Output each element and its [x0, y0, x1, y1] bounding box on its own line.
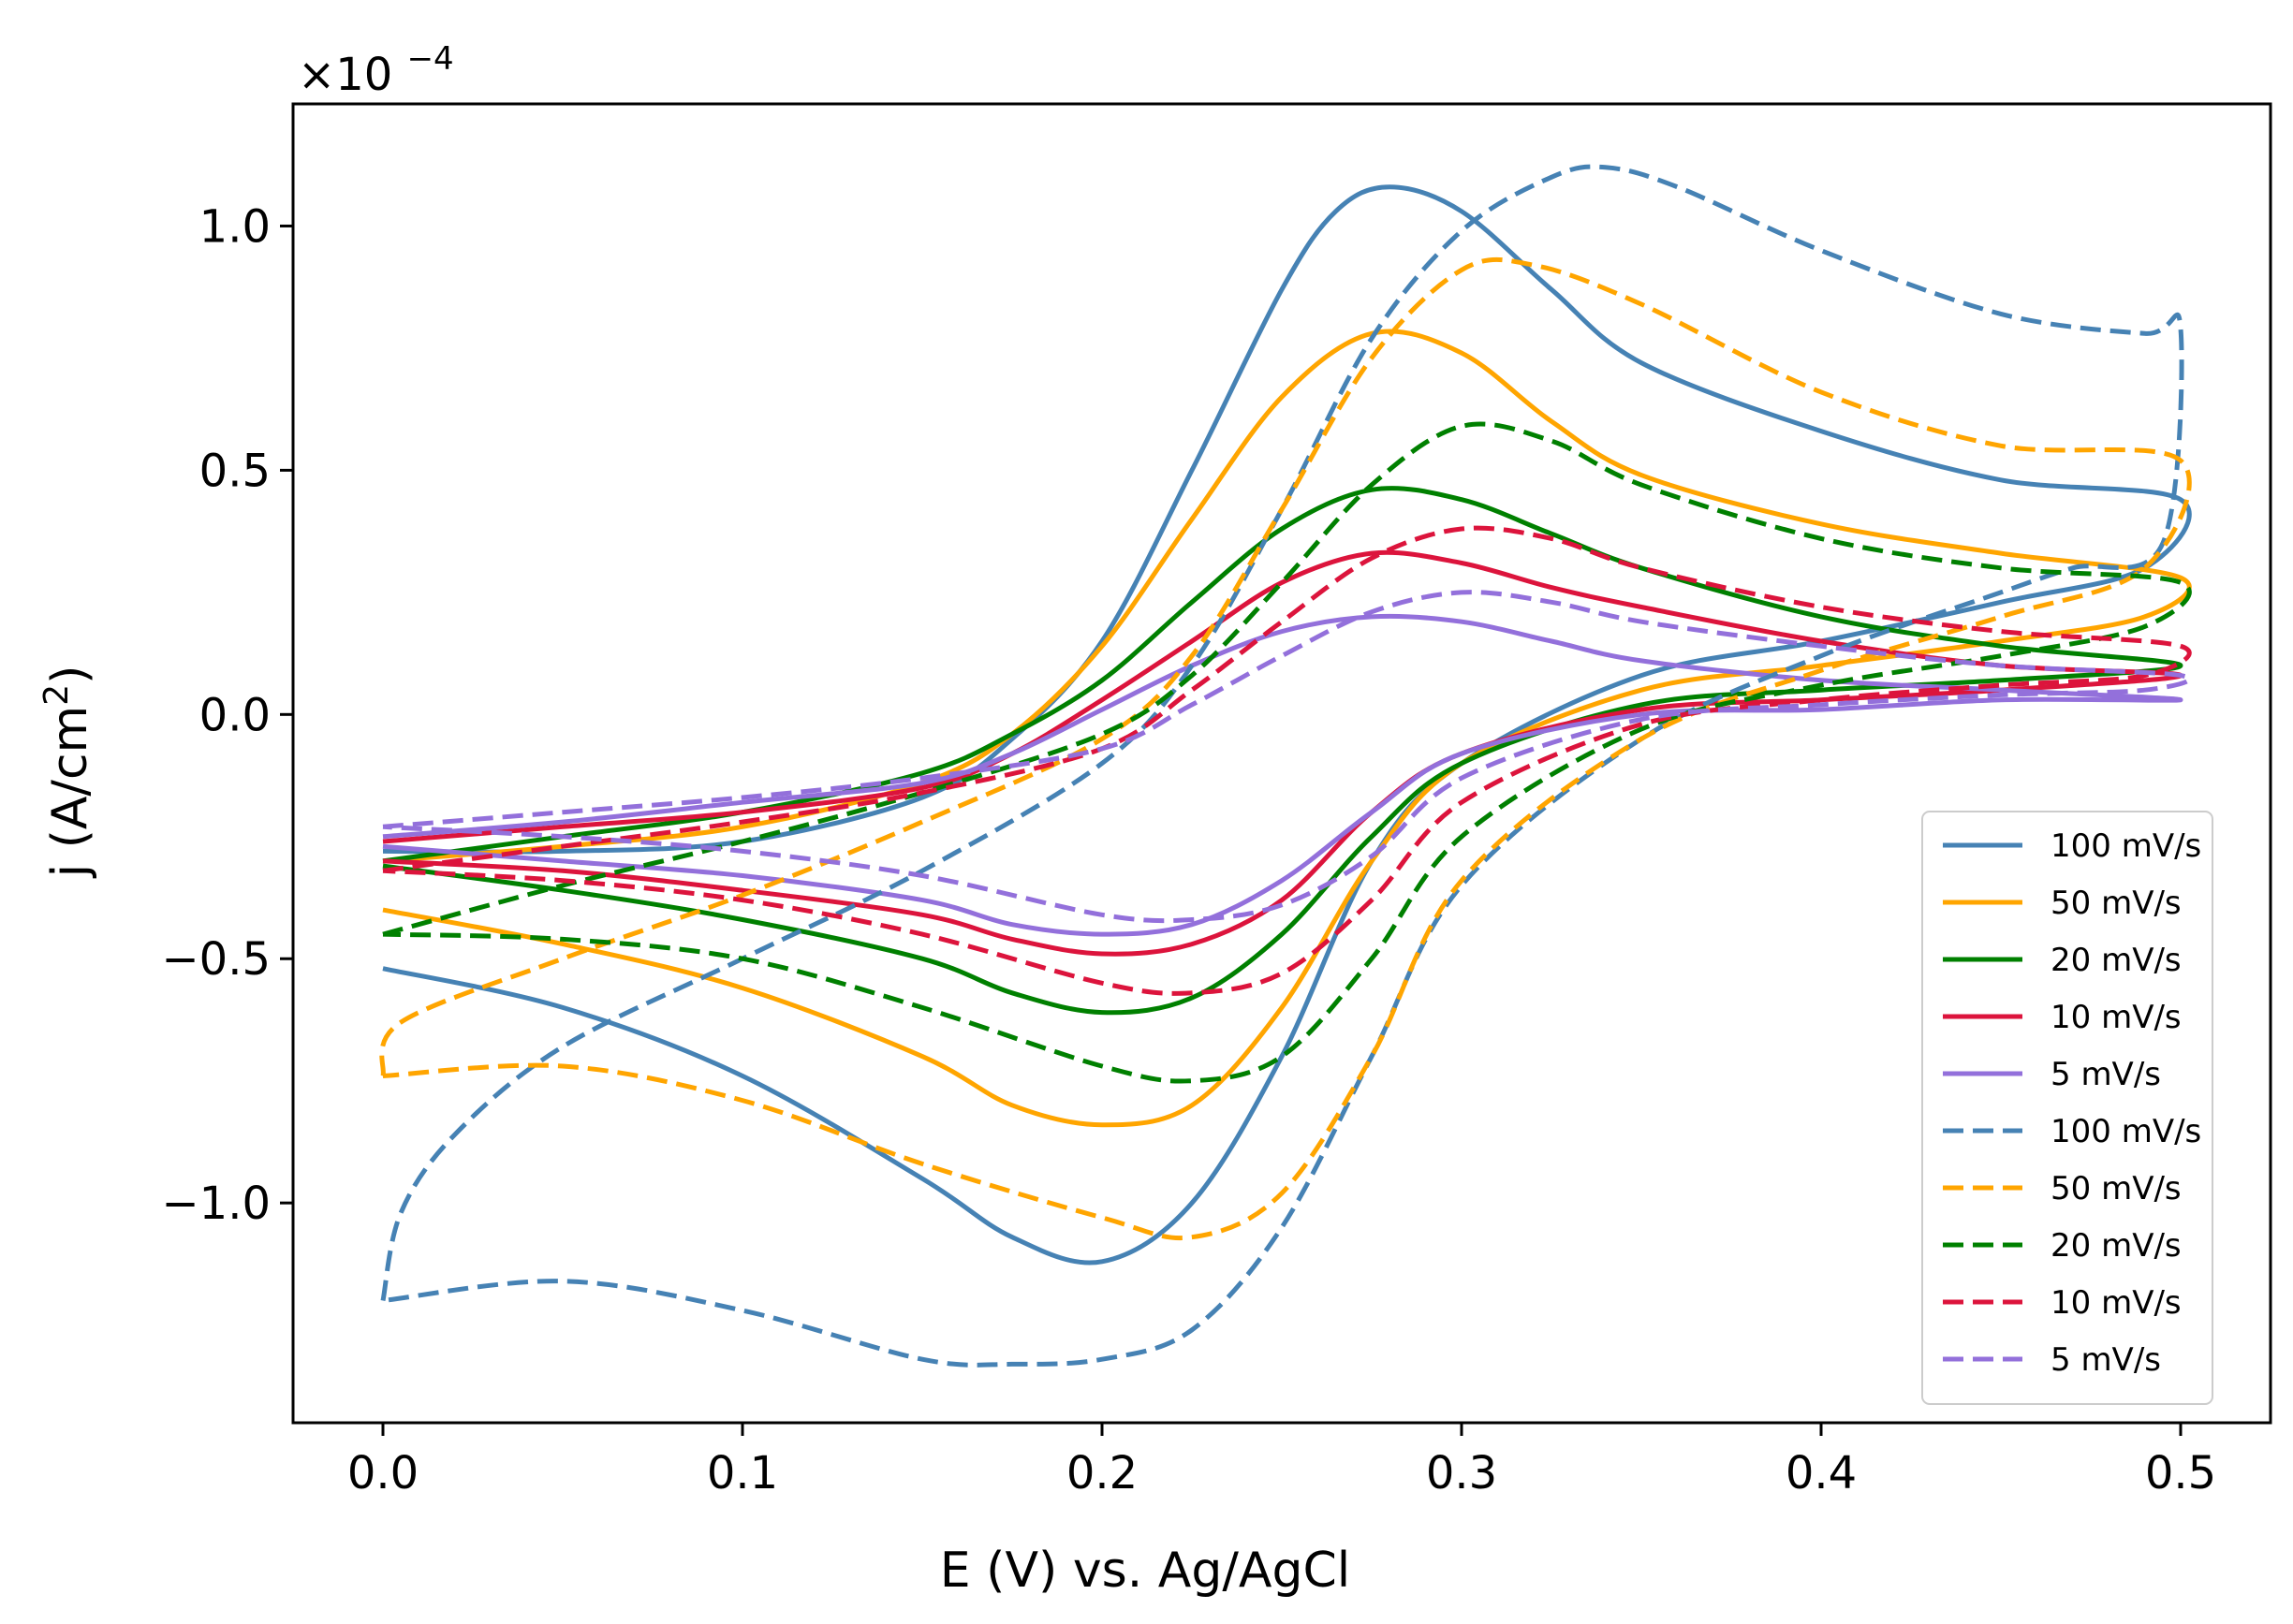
y-tick-label: −0.5: [161, 933, 271, 986]
legend-label: 10 mV/s: [2050, 999, 2182, 1036]
x-tick-label: 0.1: [707, 1447, 778, 1500]
series-line-solid-5-mv-s: [382, 613, 2183, 937]
x-tick-label: 0.0: [347, 1447, 419, 1500]
x-tick-label: 0.5: [2145, 1447, 2216, 1500]
y-axis-label-close: ): [42, 666, 98, 684]
y-axis-label-superscript: 2: [37, 684, 76, 706]
y-tick-label: 1.0: [199, 200, 271, 253]
y-offset-exponent: −4: [407, 40, 454, 78]
y-axis-label: j (A/cm2): [37, 666, 98, 879]
legend-label: 20 mV/s: [2050, 1227, 2182, 1265]
series-line-dashed-20-mv-s: [382, 421, 2192, 1084]
legend-label: 100 mV/s: [2050, 827, 2201, 865]
y-tick-label: −1.0: [161, 1178, 271, 1230]
y-tick-label: 0.5: [199, 445, 271, 497]
legend-label: 10 mV/s: [2050, 1284, 2182, 1322]
x-axis-label: E (V) vs. Ag/AgCl: [940, 1543, 1350, 1599]
legend-label: 100 mV/s: [2050, 1113, 2201, 1150]
series-line-dashed-5-mv-s: [382, 590, 2192, 924]
series-line-solid-20-mv-s: [382, 486, 2183, 1016]
legend-label: 50 mV/s: [2050, 1170, 2182, 1207]
legend-label: 50 mV/s: [2050, 885, 2182, 922]
x-tick-label: 0.3: [1426, 1447, 1497, 1500]
series-line-dashed-50-mv-s: [379, 256, 2192, 1241]
y-offset-text: ×10 −4: [298, 40, 454, 101]
tick-layer: 0.0 0.1 0.2 0.3 0.4 0.5 −1.0 −0.5 0.0 0.5 1.0: [161, 200, 2216, 1500]
x-tick-label: 0.2: [1066, 1447, 1138, 1500]
x-tick-label: 0.4: [1786, 1447, 1857, 1500]
legend: 100 mV/s 50 mV/s 20 mV/s 10 mV/s 5 mV/s 100 m…: [1921, 811, 2213, 1405]
y-offset-base: ×10: [298, 49, 392, 101]
plot-frame: [291, 102, 2272, 1425]
legend-label: 20 mV/s: [2050, 942, 2182, 979]
legend-entries: 100 mV/s 50 mV/s 20 mV/s 10 mV/s 5 mV/s 100 m…: [1943, 827, 2201, 1379]
series-line-dashed-100-mv-s: [380, 164, 2184, 1368]
legend-label: 5 mV/s: [2050, 1056, 2161, 1093]
y-tick-label: 0.0: [199, 689, 271, 741]
series-line-solid-50-mv-s: [382, 329, 2192, 1128]
legend-label: 5 mV/s: [2050, 1341, 2161, 1379]
series-layer: [379, 164, 2192, 1368]
y-axis-label-main: j (A/cm: [42, 706, 98, 879]
